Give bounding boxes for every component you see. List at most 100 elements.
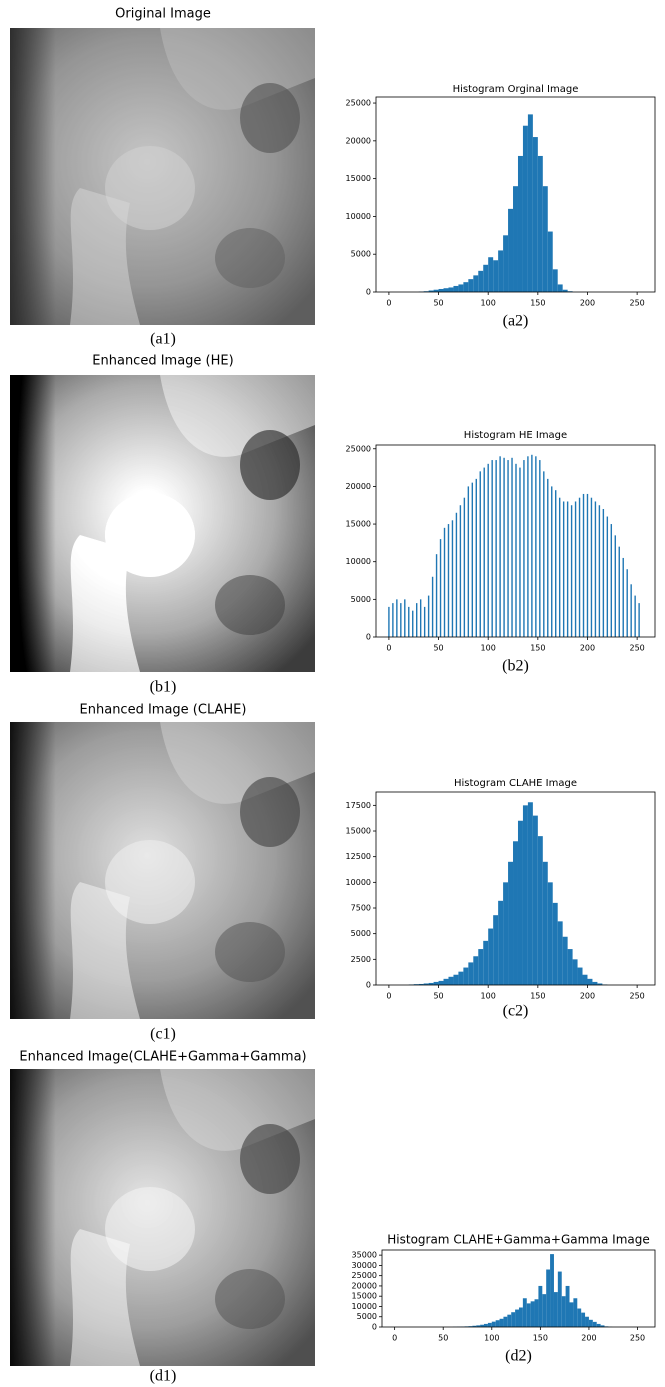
histogram-bar xyxy=(453,286,458,292)
xray-image xyxy=(10,375,315,672)
histogram-bar xyxy=(478,271,483,292)
histogram-bar xyxy=(473,956,478,985)
y-tick-label: 0 xyxy=(372,1323,377,1332)
histogram-bar xyxy=(519,1307,523,1327)
image-title: Enhanced Image(CLAHE+Gamma+Gamma) xyxy=(19,1050,306,1065)
histogram-bar xyxy=(577,1309,581,1327)
caption: (b1) xyxy=(150,679,177,696)
histogram-bar xyxy=(428,596,429,637)
histogram-bar xyxy=(396,599,397,637)
caption: (c2) xyxy=(503,1003,529,1020)
histogram-bar xyxy=(563,937,568,985)
caption: (a1) xyxy=(150,331,176,348)
x-tick-label: 0 xyxy=(386,644,391,653)
x-tick-label: 200 xyxy=(580,644,595,653)
histogram-bar xyxy=(535,1299,539,1327)
y-tick-label: 20000 xyxy=(346,482,371,491)
histogram-bar xyxy=(581,1313,585,1327)
histogram-bar xyxy=(488,929,493,985)
histogram-bar xyxy=(563,501,564,637)
histogram-bar xyxy=(528,802,533,985)
histogram-bar xyxy=(543,186,548,292)
x-tick-label: 0 xyxy=(392,1334,397,1343)
histogram-bar xyxy=(499,456,500,637)
histogram-bar xyxy=(589,1320,593,1327)
x-tick-label: 100 xyxy=(484,1334,499,1343)
histogram-bar xyxy=(463,968,468,985)
histogram-bar xyxy=(488,257,493,292)
histogram-bar xyxy=(523,1298,527,1327)
histogram-bar xyxy=(603,509,604,637)
histogram-bar xyxy=(480,471,481,637)
histogram-bar xyxy=(453,975,458,985)
histogram-bar xyxy=(404,599,405,637)
histogram-bar xyxy=(513,841,518,985)
histogram-bar xyxy=(587,494,588,637)
histogram-bar xyxy=(503,882,508,985)
histogram-bar xyxy=(483,265,488,292)
image-title: Enhanced Image (CLAHE) xyxy=(80,703,247,718)
histogram-bar xyxy=(503,1317,507,1327)
y-tick-label: 15000 xyxy=(346,827,371,836)
y-tick-label: 5000 xyxy=(357,1312,377,1321)
y-tick-label: 0 xyxy=(366,633,371,642)
y-tick-label: 20000 xyxy=(346,136,371,145)
histogram-bar xyxy=(623,558,624,637)
histogram-bar xyxy=(559,498,560,637)
histogram-bar xyxy=(500,1319,504,1327)
histogram-bar xyxy=(558,921,563,985)
histogram-bar xyxy=(573,959,578,985)
image-panel: Enhanced Image (CLAHE) (c1) xyxy=(10,703,315,1043)
histogram-bar xyxy=(412,611,413,637)
xray-image xyxy=(10,1069,315,1366)
histogram-bar xyxy=(424,607,425,637)
histogram-bar xyxy=(548,232,553,292)
y-tick-label: 5000 xyxy=(351,929,371,938)
histogram-bar xyxy=(585,1317,589,1327)
histogram-bar xyxy=(493,260,498,292)
histogram-bar xyxy=(472,483,473,637)
x-tick-label: 250 xyxy=(629,299,644,308)
histogram-bar xyxy=(558,284,563,292)
y-tick-label: 10000 xyxy=(352,1302,377,1311)
histogram-bar xyxy=(591,498,592,637)
caption: (d1) xyxy=(150,1368,177,1385)
histogram-bar xyxy=(599,505,600,637)
histogram-bar xyxy=(630,584,631,637)
histogram-bar xyxy=(478,949,483,985)
histogram-bar xyxy=(543,471,544,637)
histogram-bar xyxy=(484,468,485,637)
histogram-bar xyxy=(448,977,453,985)
x-tick-label: 250 xyxy=(629,644,644,653)
histogram-bar xyxy=(444,288,449,292)
histogram-bar xyxy=(531,1301,535,1327)
histogram-bar xyxy=(533,816,538,985)
x-tick-label: 150 xyxy=(533,1334,548,1343)
image-title: Enhanced Image (HE) xyxy=(92,354,233,369)
histogram-bar xyxy=(519,468,520,637)
chart-title: Histogram CLAHE Image xyxy=(454,778,577,789)
histogram-bar xyxy=(439,289,444,292)
y-tick-label: 25000 xyxy=(346,99,371,108)
histogram-bar xyxy=(579,498,580,637)
histogram-bar xyxy=(408,607,409,637)
histogram-bar xyxy=(554,1292,558,1327)
image-panel: Enhanced Image(CLAHE+Gamma+Gamma) (d1) xyxy=(10,1050,315,1385)
histogram-bar xyxy=(555,490,556,637)
histogram-bar xyxy=(492,1322,496,1327)
histogram-bar xyxy=(507,460,508,637)
histogram-bar xyxy=(543,862,548,985)
histogram-bar xyxy=(458,972,463,985)
histogram-bar xyxy=(553,269,558,292)
y-tick-label: 10000 xyxy=(346,878,371,887)
histogram-bar xyxy=(570,1302,574,1327)
histogram-bar xyxy=(420,599,421,637)
histogram-bar xyxy=(550,1254,554,1327)
histogram-bar xyxy=(568,949,573,985)
histogram-bar xyxy=(392,603,393,637)
y-tick-label: 25000 xyxy=(346,444,371,453)
histogram-bar xyxy=(542,1294,546,1327)
histogram-bar xyxy=(513,186,518,292)
y-tick-label: 15000 xyxy=(352,1292,377,1301)
x-tick-label: 100 xyxy=(481,299,496,308)
